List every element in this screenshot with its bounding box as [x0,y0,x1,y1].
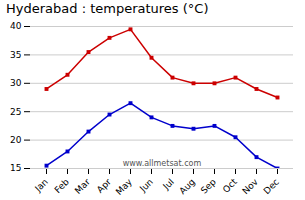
svg-text:Nov: Nov [240,176,260,196]
svg-text:30: 30 [10,78,22,88]
svg-text:Jul: Jul [160,177,175,192]
svg-text:Oct: Oct [221,176,239,194]
svg-text:20: 20 [10,135,22,145]
svg-text:Jun: Jun [137,177,155,195]
svg-text:Apr: Apr [95,177,113,195]
svg-text:Aug: Aug [177,177,197,197]
svg-text:Dec: Dec [262,177,281,196]
svg-text:25: 25 [10,107,21,117]
svg-text:40: 40 [10,21,22,31]
svg-text:Feb: Feb [53,177,72,196]
svg-text:15: 15 [10,163,21,173]
svg-text:May: May [114,176,135,197]
svg-text:35: 35 [10,50,21,60]
svg-text:Mar: Mar [73,176,92,195]
svg-text:www.allmetsat.com: www.allmetsat.com [123,159,202,168]
svg-text:Sep: Sep [199,177,218,196]
html-text:Hyderabad : temperatures (°C): Hyderabad : temperatures (°C) [6,1,209,16]
svg-text:Jan: Jan [32,177,50,195]
